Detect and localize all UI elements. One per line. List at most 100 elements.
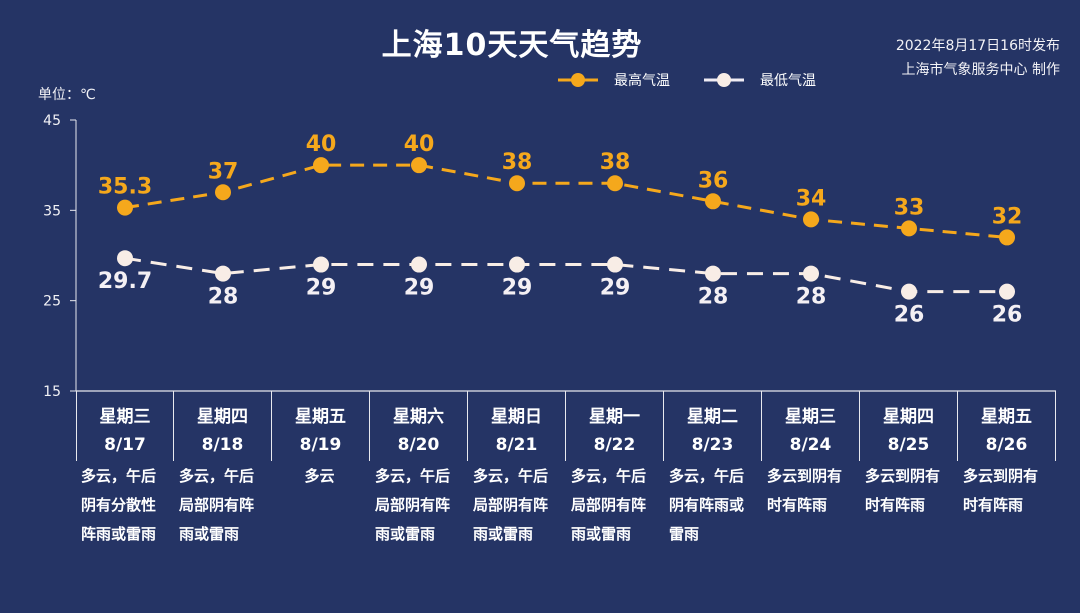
data-point[interactable] xyxy=(411,256,427,273)
weather-description: 多云，午后阴有阵雨或雷雨 xyxy=(664,461,762,549)
legend-label-low: 最低气温 xyxy=(760,73,816,89)
date-label: 8/17 xyxy=(104,435,146,455)
day-column: 星期四 8/18 多云，午后局部阴有阵雨或雷雨 xyxy=(174,391,272,549)
orange-dot-line-icon xyxy=(558,73,598,87)
data-point[interactable] xyxy=(117,199,133,216)
weather-description-line: 多云到阴有 xyxy=(865,467,941,485)
weather-description-line: 多云，午后 xyxy=(179,467,255,485)
day-header: 星期四 8/25 xyxy=(860,391,958,461)
y-tick-label: 25 xyxy=(43,294,61,310)
data-label: 33 xyxy=(894,195,925,220)
weekday-label: 星期一 xyxy=(589,407,640,427)
high-temp-series: 35.3 37 40 40 38 38 36 34 33 32 xyxy=(98,132,1023,246)
weather-description-line: 局部阴有阵 xyxy=(571,496,647,514)
weather-description-line: 雨或雷雨 xyxy=(179,525,240,543)
data-label: 29.7 xyxy=(98,269,152,294)
data-label: 29 xyxy=(306,276,337,301)
date-label: 8/22 xyxy=(593,435,636,455)
weekday-label: 星期日 xyxy=(491,407,542,427)
day-column: 星期日 8/21 多云，午后 局部阴有阵 雨或雷雨 xyxy=(468,391,566,549)
low-temp-series: 29.7 28 29 29 29 29 28 28 26 26 xyxy=(98,250,1023,328)
data-label: 32 xyxy=(992,204,1023,229)
data-point[interactable] xyxy=(999,283,1015,300)
weather-description-line: 多云，午后 xyxy=(669,467,745,485)
weather-description-line: 多云，午后 xyxy=(375,467,451,485)
data-point[interactable] xyxy=(607,175,623,192)
day-column: 星期六 8/20 多云，午后 局部阴有阵 雨或雷雨 xyxy=(370,391,468,549)
day-column: 星期五 8/26 多云到阴有 时有阵雨 xyxy=(958,391,1056,549)
data-point[interactable] xyxy=(313,157,329,174)
data-point[interactable] xyxy=(705,265,721,282)
day-column: 星期三 8/17 多云，午后 阴有分散性 阵雨或雷雨 xyxy=(76,391,174,549)
weather-description-line: 雷雨 xyxy=(669,525,700,543)
weather-description-line: 时有阵雨 xyxy=(865,496,926,514)
data-point[interactable] xyxy=(803,265,819,282)
data-label: 28 xyxy=(796,285,827,310)
day-header: 星期二 8/23 xyxy=(664,391,762,461)
data-label: 28 xyxy=(698,285,729,310)
date-label: 8/20 xyxy=(397,435,440,455)
data-label: 29 xyxy=(404,276,435,301)
data-label: 36 xyxy=(698,168,729,193)
day-columns: 星期三 8/17 多云，午后阴有分散性阵雨或雷雨 星期四 8/18 多云，午后局部阴有阵雨… xyxy=(76,391,1056,549)
y-axis: 15 25 35 45 xyxy=(43,113,1056,400)
weather-description-line: 时有阵雨 xyxy=(767,496,828,514)
data-point[interactable] xyxy=(999,229,1015,246)
weather-description: 多云到阴有 时有阵雨 xyxy=(762,461,860,520)
data-point[interactable] xyxy=(509,175,525,192)
day-header: 星期三 8/17 xyxy=(76,391,174,461)
date-label: 8/19 xyxy=(299,435,342,455)
white-dot-line-icon xyxy=(704,73,744,87)
weather-description-line: 多云到阴有 xyxy=(767,467,843,485)
data-label: 40 xyxy=(306,132,337,157)
data-label: 26 xyxy=(992,303,1023,328)
producer: 上海市气象服务中心 制作 xyxy=(901,62,1060,78)
weather-description-line: 多云，午后 xyxy=(571,467,647,485)
date-label: 8/23 xyxy=(691,435,734,455)
weather-description-line: 阴有分散性 xyxy=(81,496,157,514)
unit-label: 单位：℃ xyxy=(38,87,96,103)
data-point[interactable] xyxy=(215,184,231,201)
data-label: 29 xyxy=(600,276,631,301)
date-label: 8/26 xyxy=(985,435,1028,455)
date-label: 8/24 xyxy=(789,435,832,455)
weather-description-line: 阴有阵雨或 xyxy=(669,496,745,514)
weather-description-line: 局部阴有阵 xyxy=(179,496,255,514)
data-point[interactable] xyxy=(705,193,721,210)
weekday-label: 星期六 xyxy=(393,407,444,427)
legend-item-low[interactable]: 最低气温 xyxy=(704,70,816,90)
weather-description-line: 雨或雷雨 xyxy=(473,525,534,543)
data-point[interactable] xyxy=(901,283,917,300)
data-point[interactable] xyxy=(509,256,525,273)
data-label: 38 xyxy=(600,150,631,175)
data-point[interactable] xyxy=(411,157,427,174)
weather-description: 多云到阴有 时有阵雨 xyxy=(958,461,1056,520)
data-point[interactable] xyxy=(607,256,623,273)
weather-description: 多云，午后局部阴有阵雨或雷雨 xyxy=(566,461,664,549)
legend-item-high[interactable]: 最高气温 xyxy=(558,70,670,90)
weekday-label: 星期五 xyxy=(981,407,1032,427)
weather-description-line: 阵雨或雷雨 xyxy=(81,525,157,543)
data-point[interactable] xyxy=(901,220,917,237)
day-header: 星期四 8/18 xyxy=(174,391,272,461)
day-column: 星期一 8/22 多云，午后局部阴有阵雨或雷雨 xyxy=(566,391,664,549)
data-label: 40 xyxy=(404,132,435,157)
day-column: 星期五 8/19 多云 xyxy=(272,391,370,549)
weather-description-line: 多云 xyxy=(304,467,335,485)
data-label: 34 xyxy=(796,186,827,211)
data-point[interactable] xyxy=(117,250,133,267)
legend: 最高气温 最低气温 xyxy=(558,70,850,90)
y-tick-label: 35 xyxy=(43,203,61,219)
day-column: 星期二 8/23 多云，午后 阴有阵雨或 雷雨 xyxy=(664,391,762,549)
data-label: 37 xyxy=(208,159,239,184)
day-header: 星期一 8/22 xyxy=(566,391,664,461)
date-label: 8/21 xyxy=(495,435,538,455)
data-point[interactable] xyxy=(803,211,819,228)
weather-description-line: 雨或雷雨 xyxy=(571,525,632,543)
data-label: 29 xyxy=(502,276,533,301)
weather-description-line: 局部阴有阵 xyxy=(473,496,549,514)
weather-description-line: 局部阴有阵 xyxy=(375,496,451,514)
data-point[interactable] xyxy=(313,256,329,273)
data-point[interactable] xyxy=(215,265,231,282)
